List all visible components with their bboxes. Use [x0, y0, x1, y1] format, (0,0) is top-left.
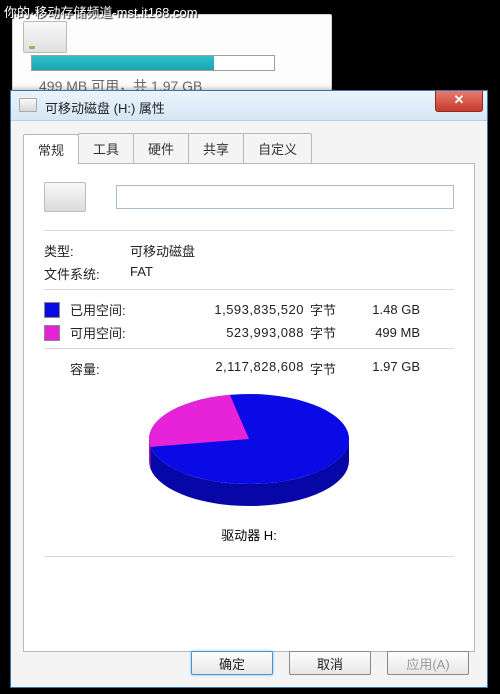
capacity-progress-fill: [32, 56, 214, 70]
window-title: 可移动磁盘 (H:) 属性: [45, 98, 165, 117]
drive-small-icon: [19, 98, 37, 112]
capacity-size: 1.97 GB: [348, 359, 420, 378]
apply-button[interactable]: 应用(A): [387, 651, 469, 675]
capacity-label: 容量:: [70, 359, 182, 378]
free-swatch: [44, 325, 60, 341]
drive-icon: [23, 21, 67, 53]
tab-general-body: 类型: 可移动磁盘 文件系统: FAT 已用空间: 1,593,835,520 …: [23, 164, 475, 652]
dialog-buttons: 确定 取消 应用(A): [191, 651, 469, 675]
watermark-text: 你的·移动存储频道-mst.it168.com: [4, 2, 198, 21]
ok-button[interactable]: 确定: [191, 651, 273, 675]
tab-4[interactable]: 自定义: [243, 133, 312, 163]
divider: [44, 289, 454, 290]
free-size: 499 MB: [348, 325, 420, 340]
capacity-progress-bar: [31, 55, 275, 71]
type-value: 可移动磁盘: [130, 241, 195, 260]
used-label: 已用空间:: [70, 300, 156, 319]
free-bytes: 523,993,088: [156, 325, 304, 340]
disk-usage-pie: [134, 384, 364, 514]
tab-3[interactable]: 共享: [188, 133, 244, 163]
properties-dialog: 可移动磁盘 (H:) 属性 ✕ 常规工具硬件共享自定义 类型: 可移动磁盘 文件…: [10, 90, 488, 688]
capacity-unit: 字节: [310, 359, 348, 378]
tab-1[interactable]: 工具: [78, 133, 134, 163]
divider: [44, 230, 454, 231]
type-label: 类型:: [44, 241, 130, 260]
tab-0[interactable]: 常规: [23, 134, 79, 164]
used-bytes: 1,593,835,520: [156, 302, 304, 317]
tab-strip: 常规工具硬件共享自定义: [23, 133, 475, 164]
titlebar[interactable]: 可移动磁盘 (H:) 属性 ✕: [11, 91, 487, 121]
used-swatch: [44, 302, 60, 318]
divider: [44, 348, 454, 349]
volume-name-input[interactable]: [116, 185, 454, 209]
fs-value: FAT: [130, 264, 153, 283]
free-unit: 字节: [310, 323, 348, 342]
used-unit: 字节: [310, 300, 348, 319]
tab-2[interactable]: 硬件: [133, 133, 189, 163]
drive-icon: [44, 182, 86, 212]
dialog-client: 常规工具硬件共享自定义 类型: 可移动磁盘 文件系统: FAT 已用空间: 1,…: [11, 121, 487, 687]
divider: [44, 556, 454, 557]
close-button[interactable]: ✕: [435, 91, 483, 112]
drive-label: 驱动器 H:: [44, 525, 454, 544]
capacity-bytes: 2,117,828,608: [182, 359, 304, 378]
cancel-button[interactable]: 取消: [289, 651, 371, 675]
free-label: 可用空间:: [70, 323, 156, 342]
used-size: 1.48 GB: [348, 302, 420, 317]
fs-label: 文件系统:: [44, 264, 130, 283]
